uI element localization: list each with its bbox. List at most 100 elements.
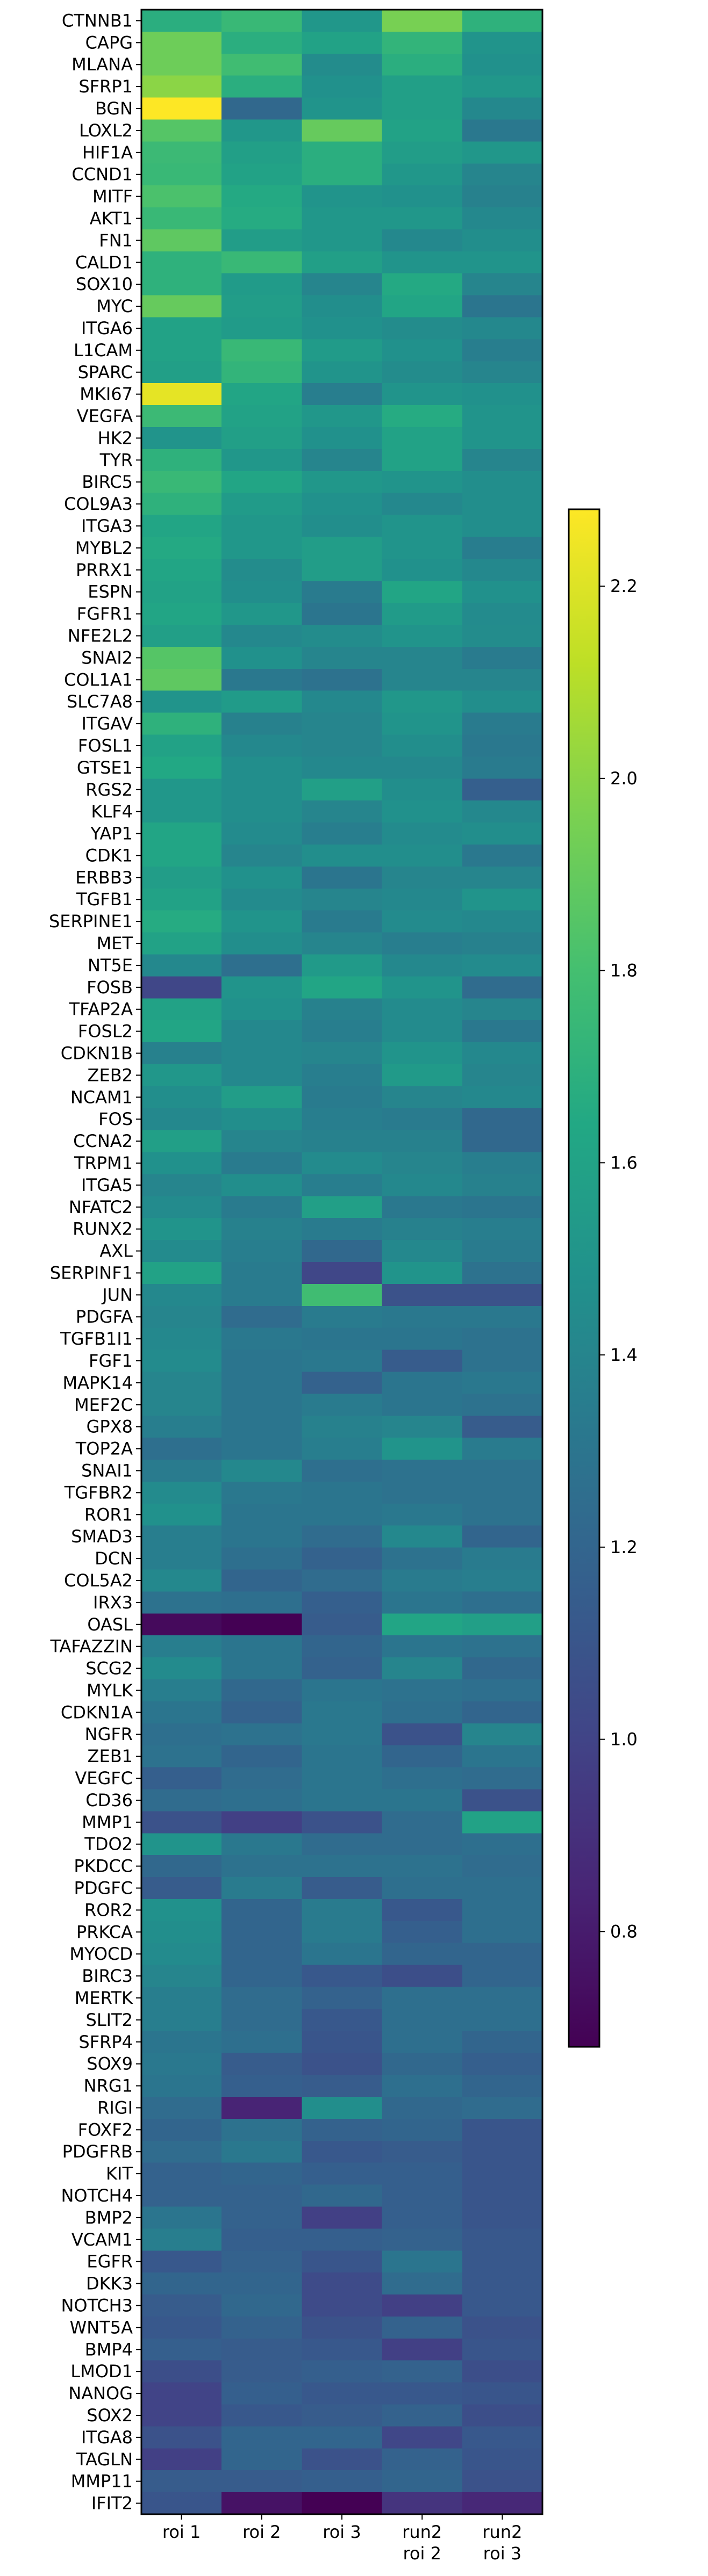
heatmap-cell	[382, 2316, 463, 2339]
y-tick-label: CAPG	[85, 32, 133, 53]
heatmap-cell	[302, 2448, 383, 2471]
heatmap-cell	[382, 954, 463, 977]
y-tick-label: MLANA	[71, 54, 133, 75]
heatmap-cell	[462, 10, 543, 32]
y-tick-label: SFRP1	[78, 76, 133, 97]
heatmap-cell	[221, 1240, 302, 1262]
heatmap-cell	[141, 515, 222, 538]
heatmap-cell	[302, 603, 383, 625]
y-tick-label: LMOD1	[70, 2361, 133, 2382]
heatmap-cell	[382, 559, 463, 581]
heatmap-cell	[382, 163, 463, 186]
heatmap-cell	[141, 2031, 222, 2053]
heatmap-cell	[141, 1064, 222, 1087]
heatmap-cell	[302, 625, 383, 647]
heatmap-cell	[462, 2031, 543, 2053]
heatmap-cell	[221, 1987, 302, 2010]
heatmap-cell	[221, 1723, 302, 1746]
heatmap-cell	[382, 295, 463, 318]
heatmap-cell	[221, 10, 302, 32]
y-tick-label: MEF2C	[74, 1395, 133, 1415]
y-tick-label: BIRC3	[82, 1966, 133, 1986]
heatmap-cell	[462, 295, 543, 318]
heatmap-cell	[221, 998, 302, 1021]
heatmap-cell	[221, 1613, 302, 1636]
heatmap-cell	[302, 954, 383, 977]
heatmap-cell	[141, 1591, 222, 1614]
y-tick-label: RUNX2	[73, 1219, 133, 1239]
heatmap-cell	[302, 1042, 383, 1065]
heatmap-cell	[462, 1327, 543, 1351]
heatmap-cell	[221, 2316, 302, 2339]
heatmap-cell	[462, 2316, 543, 2339]
heatmap-cell	[221, 2118, 302, 2141]
y-tick-label: FOSB	[87, 977, 133, 998]
y-tick-label: NOTCH3	[61, 2296, 133, 2316]
heatmap-cell	[462, 1503, 543, 1526]
heatmap-cell	[462, 2162, 543, 2185]
heatmap-cell	[302, 2009, 383, 2031]
heatmap-cell	[221, 932, 302, 955]
heatmap-cell	[302, 2118, 383, 2141]
y-tick-label: ITGA8	[81, 2427, 133, 2448]
heatmap-cell	[462, 1086, 543, 1109]
heatmap-cell	[462, 2140, 543, 2163]
y-tick-label: MAPK14	[63, 1373, 133, 1393]
heatmap-cell	[221, 141, 302, 164]
heatmap-cell	[462, 1350, 543, 1373]
heatmap-cell	[462, 361, 543, 384]
heatmap-cell	[302, 251, 383, 274]
heatmap-cell	[302, 1503, 383, 1526]
heatmap-cell	[382, 141, 463, 164]
colorbar-frame	[568, 508, 600, 2048]
heatmap-cell	[221, 383, 302, 406]
heatmap-cell	[302, 1745, 383, 1768]
heatmap-cell	[141, 2009, 222, 2031]
heatmap-cell	[462, 2470, 543, 2493]
heatmap-cell	[221, 1855, 302, 1878]
heatmap-cell	[141, 646, 222, 669]
heatmap-cell	[221, 1877, 302, 1900]
heatmap-cell	[141, 1503, 222, 1526]
y-tick-label: ITGA3	[81, 516, 133, 536]
heatmap-cell	[382, 317, 463, 340]
y-tick-label: FGFR1	[77, 604, 133, 624]
heatmap-cell	[221, 1789, 302, 1812]
heatmap-cell	[382, 2448, 463, 2471]
heatmap-cell	[221, 1657, 302, 1680]
heatmap-cell	[382, 1372, 463, 1394]
heatmap-cell	[221, 2426, 302, 2449]
heatmap-cell	[382, 1438, 463, 1460]
heatmap-cell	[302, 2338, 383, 2361]
heatmap-cell	[141, 1569, 222, 1592]
heatmap-cell	[221, 2140, 302, 2163]
heatmap-cell	[221, 427, 302, 450]
heatmap-cell	[302, 207, 383, 230]
heatmap-cell	[302, 1020, 383, 1043]
x-tick-label: run2	[402, 2522, 442, 2542]
heatmap-cell	[221, 559, 302, 581]
heatmap-cell	[141, 1899, 222, 1922]
heatmap-cell	[462, 603, 543, 625]
y-tick-label: AKT1	[90, 208, 133, 229]
heatmap-cell	[302, 1283, 383, 1307]
heatmap-cell	[382, 1327, 463, 1351]
heatmap-cell	[382, 1525, 463, 1548]
heatmap-cell	[141, 910, 222, 933]
heatmap-cell	[221, 1921, 302, 1944]
colorbar-tick-label: 1.4	[610, 1345, 638, 1365]
heatmap-cell	[382, 668, 463, 691]
y-tick-label: TYR	[99, 450, 133, 470]
heatmap-cell	[221, 2272, 302, 2295]
heatmap-cell	[221, 668, 302, 691]
heatmap-cell	[302, 1811, 383, 1834]
heatmap-cell	[221, 822, 302, 845]
heatmap-cell	[382, 1174, 463, 1196]
heatmap-cell	[302, 2053, 383, 2075]
heatmap-cell	[382, 1196, 463, 1218]
heatmap-cell	[302, 1460, 383, 1482]
heatmap-cell	[462, 1921, 543, 1944]
heatmap-cell	[382, 361, 463, 384]
heatmap-cell	[382, 2228, 463, 2251]
heatmap-cell	[382, 756, 463, 779]
